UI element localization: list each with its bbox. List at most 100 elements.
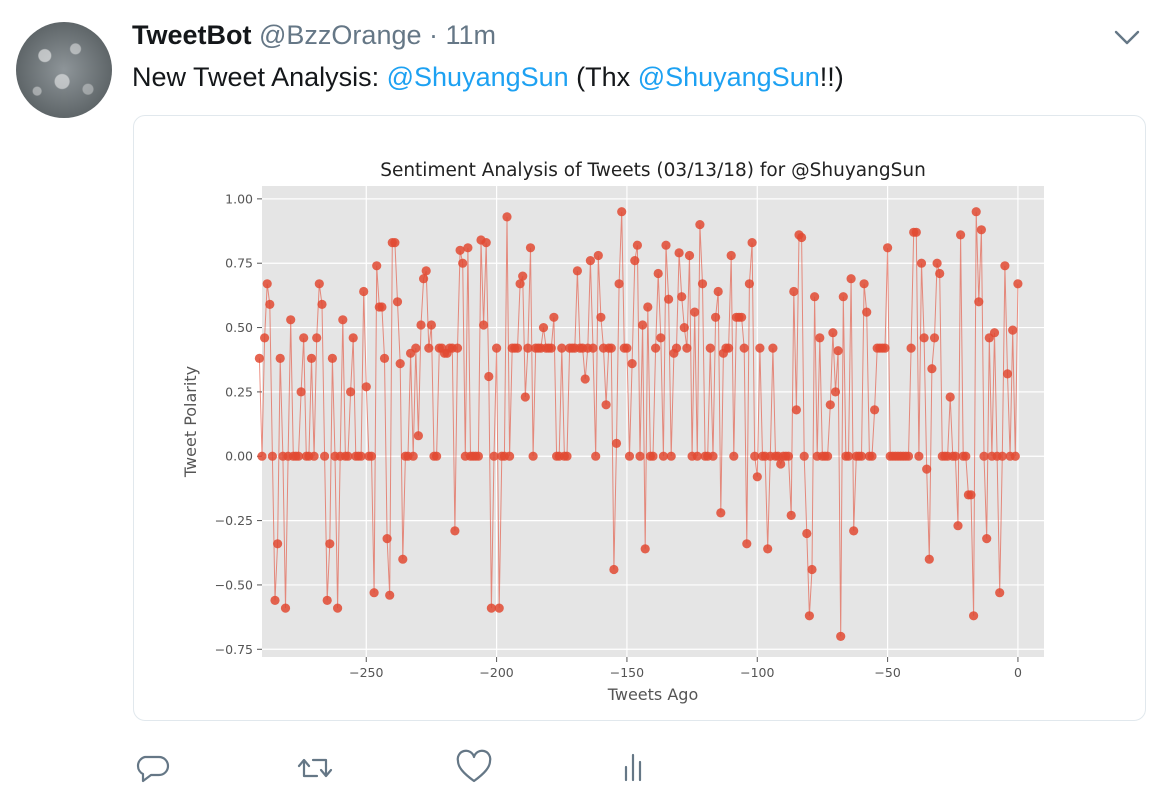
analytics-icon[interactable] (613, 748, 653, 788)
data-point (502, 212, 512, 222)
data-point (320, 451, 330, 461)
data-point (525, 243, 536, 253)
x-tick-label: −200 (479, 665, 513, 680)
media-card[interactable]: −250 −200 −150 −100 −50 0 −0.75 −0.50 −0.25 0.00 0… (133, 115, 1146, 721)
data-point (356, 451, 366, 461)
data-point (880, 343, 890, 353)
y-tick-label: 0.50 (225, 320, 253, 335)
data-point (479, 320, 489, 330)
reply-icon[interactable] (133, 748, 173, 788)
data-point (656, 333, 666, 343)
data-point (343, 451, 353, 461)
author-name[interactable]: TweetBot (132, 20, 252, 50)
tweet-actions (0, 748, 1158, 788)
data-point (799, 451, 809, 461)
data-point (538, 323, 549, 333)
data-point (828, 328, 838, 338)
data-point (338, 315, 348, 325)
data-point (596, 312, 606, 322)
data-point (825, 400, 835, 410)
data-point (935, 268, 945, 279)
data-point (296, 387, 306, 397)
data-point (838, 292, 848, 302)
chevron-down-icon[interactable] (1112, 24, 1142, 50)
tweet-text: New Tweet Analysis: @ShuyangSun (Thx @Sh… (132, 60, 844, 94)
y-tick-label: 0.75 (225, 256, 253, 271)
data-point (724, 343, 734, 353)
data-point (961, 451, 971, 461)
data-point (588, 343, 598, 353)
data-point (995, 588, 1005, 598)
mention-link-1[interactable]: @ShuyangSun (386, 62, 569, 92)
data-point (630, 256, 640, 266)
data-point (280, 603, 291, 613)
data-point (426, 320, 436, 330)
data-point (856, 451, 867, 461)
data-point (737, 312, 747, 322)
data-point (705, 343, 715, 353)
data-point (593, 250, 603, 261)
data-point (692, 451, 702, 461)
data-point (739, 343, 749, 353)
data-point (390, 238, 400, 248)
data-point (763, 544, 773, 554)
data-point (254, 353, 264, 363)
data-point (929, 333, 940, 343)
data-point (969, 611, 979, 621)
data-point (684, 250, 695, 261)
data-point (862, 307, 872, 317)
heart-icon[interactable] (454, 748, 494, 788)
data-point (557, 343, 567, 353)
data-point (836, 631, 846, 642)
y-tick-label: 0.25 (225, 384, 253, 399)
data-point (580, 374, 590, 384)
data-point (299, 333, 309, 343)
data-point (379, 353, 390, 363)
tweet-timestamp[interactable]: 11m (445, 20, 497, 50)
data-point (976, 225, 987, 235)
data-point (601, 400, 611, 410)
tweet-text-middle: (Thx (568, 62, 638, 92)
x-axis-label: Tweets Ago (607, 685, 698, 704)
data-point (377, 302, 387, 312)
data-point (346, 387, 356, 397)
data-point (726, 250, 736, 261)
data-point (658, 451, 669, 461)
data-point (322, 595, 332, 605)
data-point (395, 359, 405, 369)
data-point (549, 312, 559, 322)
data-point (666, 451, 676, 461)
author-handle[interactable]: @BzzOrange (259, 20, 422, 50)
data-point (309, 451, 319, 461)
data-point (1008, 325, 1018, 335)
data-point (797, 232, 807, 243)
data-point (591, 451, 601, 461)
data-point (627, 359, 637, 369)
data-point (932, 258, 942, 268)
data-point (648, 451, 658, 461)
data-point (408, 451, 418, 461)
data-point (846, 274, 856, 284)
data-point (366, 451, 377, 461)
data-point (528, 451, 538, 461)
data-point (742, 539, 752, 549)
mention-link-2[interactable]: @ShuyangSun (637, 62, 820, 92)
retweet-icon[interactable] (295, 748, 335, 788)
avatar[interactable] (16, 22, 112, 118)
data-point (776, 459, 786, 469)
data-point (713, 286, 723, 297)
data-point (484, 371, 494, 382)
data-point (546, 343, 556, 353)
data-point (359, 286, 369, 297)
data-point (411, 343, 421, 353)
data-point (906, 343, 916, 353)
data-point (286, 315, 296, 325)
data-point (512, 343, 523, 353)
data-point (729, 451, 739, 461)
data-point (953, 521, 963, 531)
data-point (843, 451, 854, 461)
data-point (450, 526, 460, 536)
data-point (1000, 261, 1010, 271)
data-point (260, 333, 270, 343)
data-point (916, 258, 927, 268)
